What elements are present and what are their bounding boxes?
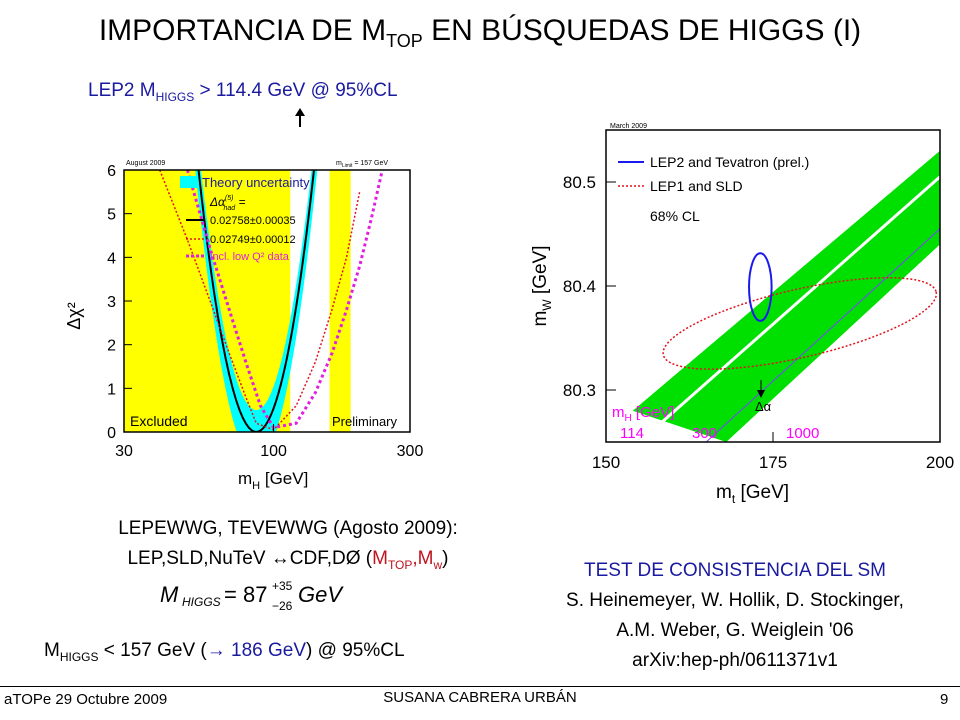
y-tick-label: 4 xyxy=(107,250,116,267)
legend-entry-solid: 0.02758±0.00035 xyxy=(210,215,296,227)
legend-lep1: LEP1 and SLD xyxy=(650,178,743,194)
y-tick-label: 6 xyxy=(107,163,116,180)
excluded-label: Excluded xyxy=(130,413,188,429)
x-tick-label: 30 xyxy=(115,443,133,460)
y-tick-label: 80.3 xyxy=(563,381,596,400)
lepewwg-line2: LEP,SLD,NuTeV ↔CDF,DØ (MTOP,Mw) xyxy=(127,548,449,572)
legend: LEP2 and Tevatron (prel.) LEP1 and SLD 6… xyxy=(618,154,809,224)
band-inner-line xyxy=(705,228,940,442)
delta-alpha-label: Δα xyxy=(755,399,772,414)
lep2-limit-text: LEP2 MHIGGS > 114.4 GeV @ 95%CL xyxy=(88,80,398,104)
y-tick-label: 0 xyxy=(107,425,116,442)
mhiggs-limit-text: MHIGGS < 157 GeV (→ 186 GeV) @ 95%CL xyxy=(44,640,405,664)
x-tick-label: 300 xyxy=(397,443,424,460)
lepewwg-note: LEPEWWG, TEVEWWG (Agosto 2009): LEP,SLD,… xyxy=(58,514,518,580)
footer-author: SUSANA CABRERA URBÁN xyxy=(383,689,577,706)
svg-text:+35: +35 xyxy=(272,579,293,593)
corner-date: March 2009 xyxy=(610,123,647,130)
curve-solid xyxy=(197,170,315,432)
preliminary-label: Preliminary xyxy=(332,414,398,429)
y-axis-label: Δχ² xyxy=(64,302,84,329)
excluded-region-0 xyxy=(124,170,291,432)
y-tick-label: 80.5 xyxy=(563,173,596,192)
x-axis-label: mH [GeV] xyxy=(238,469,308,492)
x-tick-label: 175 xyxy=(759,453,787,472)
x-tick-label: 100 xyxy=(260,443,287,460)
legend-band-label: Theory uncertainty xyxy=(202,175,310,190)
footer-event: aTOPe 29 Octubre 2009 xyxy=(4,691,168,708)
slide-title: IMPORTANCIA DE MTOP EN BÚSQUEDAS DE HIGG… xyxy=(98,14,862,51)
excluded-region-1 xyxy=(329,170,351,432)
curve-dotted xyxy=(159,170,361,431)
svg-text:GeV: GeV xyxy=(298,582,344,607)
legend-entry-lowq2: incl. low Q² data xyxy=(210,251,290,263)
x-tick-label: 200 xyxy=(926,453,954,472)
y-tick-label: 5 xyxy=(107,207,116,224)
svg-text:HIGGS: HIGGS xyxy=(182,595,221,609)
legend-cl: 68% CL xyxy=(650,208,700,224)
up-arrow-icon xyxy=(295,108,305,127)
delta-alpha-arrow xyxy=(757,380,765,398)
legend-alpha-header: Δα(5) had = xyxy=(209,195,246,212)
consistency-title: TEST DE CONSISTENCIA DEL SM xyxy=(584,560,886,581)
curve-low-q2 xyxy=(186,170,384,430)
y-tick-label: 3 xyxy=(107,294,116,311)
theory-uncertainty-band xyxy=(195,170,318,432)
mhiggs-formula: M HIGGS = 87 +35 −26 GeV xyxy=(160,579,344,613)
reference-arxiv: arXiv:hep-ph/0611371v1 xyxy=(632,650,838,671)
y-tick-label: 1 xyxy=(107,381,116,398)
mh-label: mH [GeV] xyxy=(612,404,674,424)
mh-value-300: 300 xyxy=(692,425,717,442)
legend-lep2: LEP2 and Tevatron (prel.) xyxy=(650,154,809,170)
x-tick-label: 150 xyxy=(592,453,620,472)
delta-chi2-chart: 0 1 2 3 4 5 6 30 100 300 August 2009 mLimit = 157… xyxy=(64,160,424,492)
svg-text:= 87: = 87 xyxy=(224,582,267,607)
right-arrow-icon: → xyxy=(206,640,226,661)
mw-mt-chart: 80.3 80.4 80.5 150 175 200 March 2009 LEP2 an… xyxy=(530,123,954,506)
footer-divider xyxy=(0,686,960,687)
lepewwg-line1: LEPEWWG, TEVEWWG (Agosto 2009): xyxy=(118,518,458,539)
sm-band xyxy=(632,150,940,442)
page-number: 9 xyxy=(940,691,949,708)
x-axis-label: mt [GeV] xyxy=(716,482,789,506)
lep2-tevatron-ellipse xyxy=(748,252,773,322)
lep1-sld-ellipse xyxy=(662,276,938,370)
consistency-test-note: TEST DE CONSISTENCIA DEL SM S. Heinemeye… xyxy=(510,556,960,676)
legend: Theory uncertainty Δα(5) had = 0.02758±0.… xyxy=(180,175,310,263)
reference-authors-2: A.M. Weber, G. Weiglein '06 xyxy=(616,620,854,641)
band-white-line xyxy=(638,175,940,442)
corner-limit: mLimit = 157 GeV xyxy=(336,160,388,169)
legend-entry-dotted: 0.02749±0.00012 xyxy=(210,234,296,246)
mh-value-114: 114 xyxy=(620,425,644,442)
y-axis-label: mW [GeV] xyxy=(530,245,554,326)
svg-text:M: M xyxy=(160,582,179,607)
y-tick-label: 2 xyxy=(107,338,116,355)
y-tick-label: 80.4 xyxy=(563,277,596,296)
corner-date: August 2009 xyxy=(126,160,165,167)
svg-text:−26: −26 xyxy=(272,599,293,613)
reference-authors: S. Heinemeyer, W. Hollik, D. Stockinger, xyxy=(566,590,904,611)
legend-band-swatch xyxy=(180,176,198,188)
mh-value-1000: 1000 xyxy=(786,425,819,442)
